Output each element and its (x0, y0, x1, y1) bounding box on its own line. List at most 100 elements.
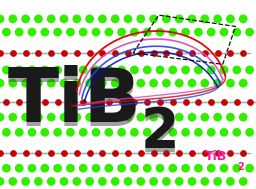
Point (88, 152, 92, 155)
Point (196, 68, 200, 71)
Point (209, 101, 213, 104)
Point (113, 152, 117, 155)
Point (209, 131, 213, 134)
Point (17, 68, 21, 71)
Point (184, 31, 188, 34)
Point (145, 31, 149, 34)
Point (107, 68, 111, 71)
Point (100, 82, 104, 85)
Point (248, 167, 252, 170)
Point (100, 116, 104, 119)
Point (235, 167, 239, 170)
Point (75, 152, 79, 155)
Point (62, 152, 66, 155)
Point (11, 17, 15, 20)
Point (145, 167, 149, 170)
Point (107, 31, 111, 34)
Point (184, 68, 188, 71)
Point (171, 101, 175, 104)
Point (164, 116, 168, 119)
Point (43, 131, 47, 134)
Point (49, 180, 53, 183)
Point (216, 116, 220, 119)
Point (113, 180, 117, 183)
Point (120, 167, 124, 170)
Point (126, 180, 130, 183)
Point (158, 31, 162, 34)
Point (139, 116, 143, 119)
Point (49, 82, 53, 85)
Point (209, 31, 213, 34)
Point (228, 152, 232, 155)
Text: 2: 2 (141, 108, 179, 163)
Point (4, 167, 8, 170)
Point (0, 17, 2, 20)
Point (171, 31, 175, 34)
Point (241, 82, 245, 85)
Point (81, 68, 85, 71)
Point (216, 82, 220, 85)
Point (30, 31, 34, 34)
Point (184, 131, 188, 134)
Point (11, 152, 15, 155)
Point (62, 180, 66, 183)
Point (24, 152, 28, 155)
Point (248, 68, 252, 71)
Point (177, 116, 181, 119)
Point (107, 101, 111, 104)
Point (152, 82, 156, 85)
Point (88, 17, 92, 20)
Point (235, 131, 239, 134)
Point (100, 152, 104, 155)
Point (4, 131, 8, 134)
Point (145, 101, 149, 104)
Point (113, 116, 117, 119)
Point (0, 152, 2, 155)
Point (24, 116, 28, 119)
Point (196, 31, 200, 34)
Point (190, 17, 194, 20)
Point (68, 131, 72, 134)
Point (11, 180, 15, 183)
Point (100, 180, 104, 183)
Point (241, 180, 245, 183)
Point (24, 82, 28, 85)
Point (228, 116, 232, 119)
Point (216, 152, 220, 155)
Point (75, 82, 79, 85)
Point (43, 68, 47, 71)
Point (94, 131, 98, 134)
Point (107, 131, 111, 134)
Text: TiB: TiB (205, 149, 227, 163)
Point (56, 68, 60, 71)
Point (152, 116, 156, 119)
Point (30, 101, 34, 104)
Point (36, 82, 40, 85)
Point (120, 101, 124, 104)
Point (36, 17, 40, 20)
Point (190, 82, 194, 85)
Point (24, 51, 28, 54)
Point (177, 17, 181, 20)
Point (132, 131, 136, 134)
Point (36, 51, 40, 54)
Point (0, 82, 2, 85)
Point (62, 51, 66, 54)
Point (0, 116, 2, 119)
Point (196, 167, 200, 170)
Point (222, 31, 226, 34)
Point (203, 17, 207, 20)
Point (177, 180, 181, 183)
Point (113, 51, 117, 54)
Point (81, 131, 85, 134)
Point (248, 31, 252, 34)
Point (132, 68, 136, 71)
Point (132, 31, 136, 34)
Point (113, 82, 117, 85)
Point (216, 51, 220, 54)
Point (139, 152, 143, 155)
Point (209, 68, 213, 71)
Point (177, 82, 181, 85)
Point (56, 31, 60, 34)
Point (88, 116, 92, 119)
